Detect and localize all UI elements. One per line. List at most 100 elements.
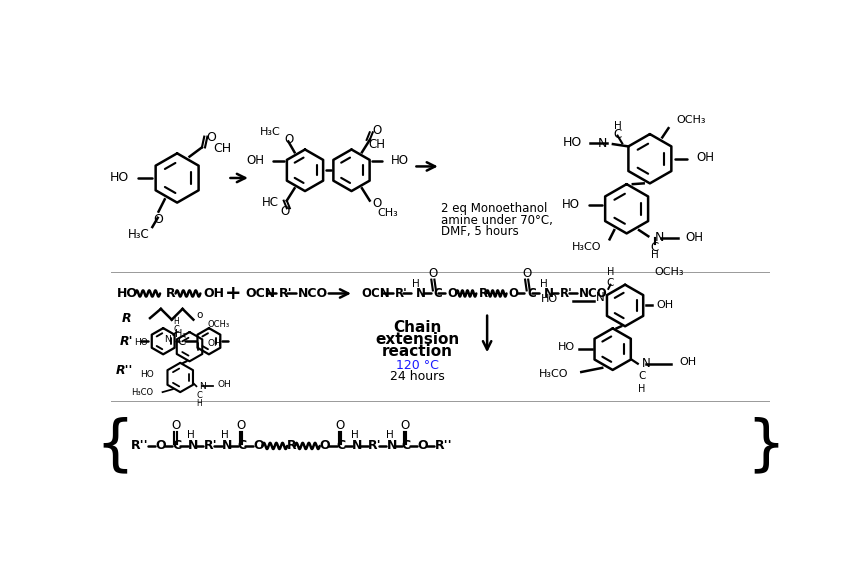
Text: O: O bbox=[373, 124, 382, 137]
Text: 120 °C: 120 °C bbox=[396, 359, 439, 372]
Text: O: O bbox=[253, 439, 264, 452]
Text: R: R bbox=[287, 439, 297, 452]
Text: C: C bbox=[173, 439, 181, 452]
Text: OH: OH bbox=[656, 300, 673, 311]
Text: OCH₃: OCH₃ bbox=[676, 116, 706, 125]
Text: Chain: Chain bbox=[393, 320, 442, 335]
Text: H: H bbox=[222, 430, 229, 440]
Text: O: O bbox=[206, 130, 216, 144]
Text: 24 hours: 24 hours bbox=[390, 370, 445, 383]
Text: R': R' bbox=[278, 287, 292, 300]
Text: C: C bbox=[613, 128, 622, 141]
Text: N: N bbox=[595, 291, 605, 304]
Text: N: N bbox=[352, 439, 362, 452]
Text: H: H bbox=[351, 430, 359, 440]
Text: C: C bbox=[174, 325, 180, 333]
Text: H: H bbox=[606, 267, 614, 277]
Text: O: O bbox=[417, 439, 428, 452]
Text: R': R' bbox=[204, 439, 217, 452]
Text: CH: CH bbox=[213, 142, 231, 156]
Text: H: H bbox=[187, 430, 195, 440]
Text: N: N bbox=[199, 382, 206, 391]
Text: C: C bbox=[434, 287, 442, 300]
Text: C: C bbox=[638, 371, 646, 381]
Text: N: N bbox=[642, 357, 651, 370]
Text: H₃C: H₃C bbox=[127, 228, 149, 241]
Text: O: O bbox=[155, 439, 166, 452]
Text: o: o bbox=[197, 310, 203, 320]
Text: N: N bbox=[655, 231, 664, 244]
Text: R': R' bbox=[395, 287, 408, 300]
Text: NCO: NCO bbox=[579, 287, 608, 300]
Text: O: O bbox=[153, 213, 162, 226]
Text: OH: OH bbox=[679, 356, 697, 367]
Text: N: N bbox=[597, 137, 606, 150]
Text: C: C bbox=[650, 241, 659, 253]
Text: OCN: OCN bbox=[246, 287, 276, 300]
Text: O: O bbox=[320, 439, 331, 452]
Text: O: O bbox=[509, 287, 519, 300]
Text: R'': R'' bbox=[116, 364, 133, 377]
Text: OH: OH bbox=[207, 339, 221, 348]
Text: OH: OH bbox=[204, 287, 224, 300]
Text: OCH₃: OCH₃ bbox=[207, 320, 229, 329]
Text: extension: extension bbox=[375, 332, 460, 347]
Text: C: C bbox=[402, 439, 411, 452]
Text: CH: CH bbox=[369, 138, 385, 151]
Text: R: R bbox=[122, 312, 131, 325]
Text: {: { bbox=[95, 416, 135, 475]
Text: R': R' bbox=[120, 335, 133, 348]
Text: H: H bbox=[539, 279, 547, 289]
Text: DMF, 5 hours: DMF, 5 hours bbox=[441, 225, 518, 239]
Text: H: H bbox=[412, 279, 420, 289]
Text: HO: HO bbox=[110, 170, 129, 184]
Text: N: N bbox=[387, 439, 397, 452]
Text: R'': R'' bbox=[131, 439, 149, 452]
Text: reaction: reaction bbox=[382, 344, 453, 359]
Text: amine under 70°C,: amine under 70°C, bbox=[441, 214, 552, 227]
Text: C: C bbox=[238, 439, 247, 452]
Text: R': R' bbox=[368, 439, 381, 452]
Text: N: N bbox=[188, 439, 198, 452]
Text: N: N bbox=[164, 335, 171, 344]
Text: HO: HO bbox=[140, 370, 154, 379]
Text: O: O bbox=[171, 419, 180, 432]
Text: C: C bbox=[337, 439, 346, 452]
Text: O: O bbox=[522, 267, 531, 280]
Text: H: H bbox=[386, 430, 393, 440]
Text: HC: HC bbox=[262, 196, 279, 209]
Text: }: } bbox=[746, 416, 785, 475]
Text: H₂: H₂ bbox=[175, 328, 186, 339]
Text: H₃CO: H₃CO bbox=[539, 369, 569, 379]
Text: O: O bbox=[372, 197, 381, 210]
Text: R: R bbox=[478, 287, 488, 300]
Text: N: N bbox=[222, 439, 233, 452]
Text: O: O bbox=[400, 419, 410, 432]
Text: HO: HO bbox=[563, 136, 582, 149]
Text: R'': R'' bbox=[435, 439, 452, 452]
Text: H₃CO: H₃CO bbox=[131, 388, 154, 396]
Text: O: O bbox=[236, 419, 246, 432]
Text: 2 eq Monoethanol: 2 eq Monoethanol bbox=[441, 202, 547, 215]
Text: C: C bbox=[197, 391, 203, 400]
Text: R: R bbox=[166, 287, 175, 300]
Text: O: O bbox=[284, 133, 294, 146]
Text: NCO: NCO bbox=[298, 287, 328, 300]
Text: C: C bbox=[177, 335, 186, 348]
Text: H: H bbox=[613, 121, 621, 132]
Text: +: + bbox=[225, 284, 241, 303]
Text: N: N bbox=[544, 287, 554, 300]
Text: R': R' bbox=[560, 287, 573, 300]
Text: C: C bbox=[606, 277, 614, 288]
Text: O: O bbox=[335, 419, 344, 432]
Text: HO: HO bbox=[557, 342, 575, 352]
Text: HO: HO bbox=[135, 338, 149, 347]
Text: OH: OH bbox=[697, 152, 715, 165]
Text: OH: OH bbox=[246, 154, 264, 167]
Text: C: C bbox=[527, 287, 536, 300]
Text: OH: OH bbox=[217, 380, 231, 390]
Text: HO: HO bbox=[541, 294, 558, 304]
Text: OH: OH bbox=[685, 231, 704, 244]
Text: H: H bbox=[197, 399, 202, 408]
Text: O: O bbox=[281, 205, 289, 218]
